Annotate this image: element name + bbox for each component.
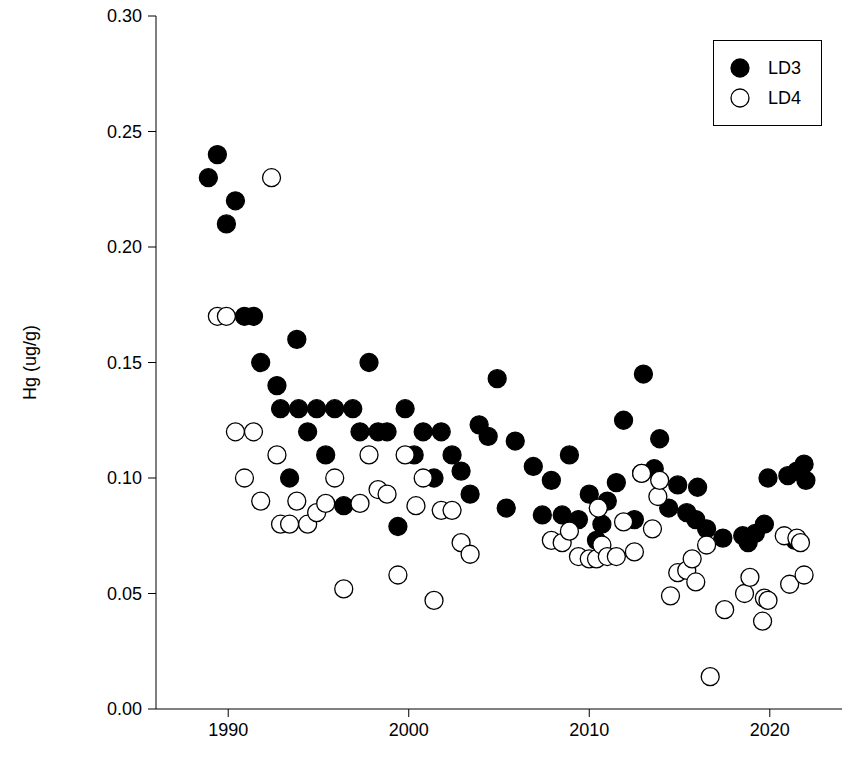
svg-text:2010: 2010	[569, 720, 609, 740]
svg-text:0.00: 0.00	[107, 699, 142, 719]
svg-text:2020: 2020	[750, 720, 790, 740]
svg-text:Hg (ug/g): Hg (ug/g)	[20, 325, 40, 400]
svg-text:0.25: 0.25	[107, 122, 142, 142]
svg-text:0.20: 0.20	[107, 237, 142, 257]
svg-text:2000: 2000	[389, 720, 429, 740]
svg-text:1990: 1990	[208, 720, 248, 740]
svg-text:0.30: 0.30	[107, 6, 142, 26]
html-text:LD4: LD4	[768, 87, 801, 108]
svg-text:0.10: 0.10	[107, 468, 142, 488]
svg-text:0.05: 0.05	[107, 584, 142, 604]
html-text:LD3: LD3	[768, 57, 801, 78]
svg-text:0.15: 0.15	[107, 353, 142, 373]
